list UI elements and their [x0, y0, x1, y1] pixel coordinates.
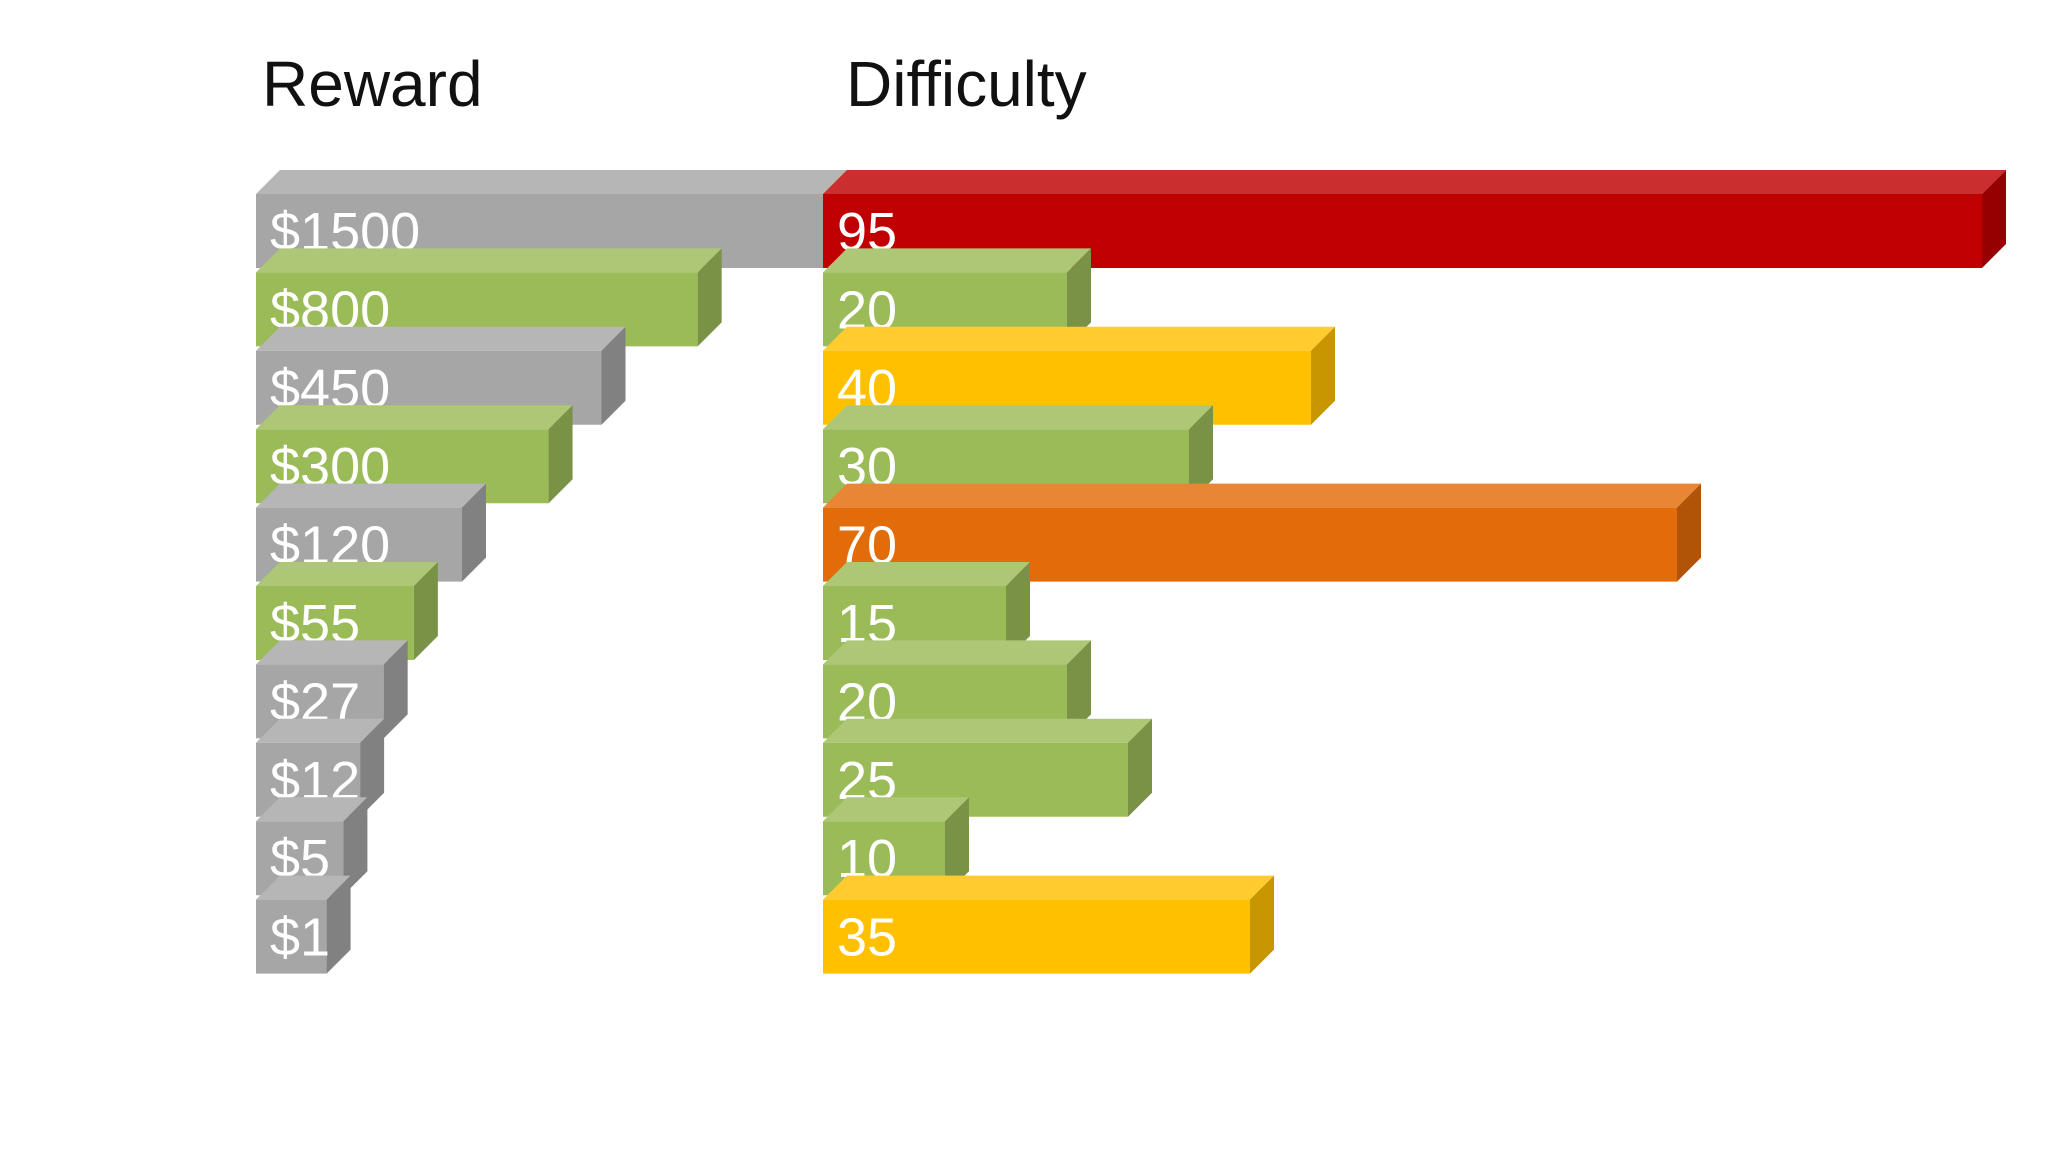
difficulty-bar-front	[823, 899, 1250, 974]
reward-bar-side	[697, 248, 722, 347]
reward-bar-top	[256, 405, 573, 430]
difficulty-bar-side	[1006, 562, 1030, 660]
reward-bar-top	[256, 483, 486, 508]
difficulty-bar-top	[823, 875, 1274, 900]
difficulty-bar: 35	[823, 875, 1274, 974]
difficulty-bar-side	[1311, 326, 1335, 425]
reward-bar-top	[256, 248, 722, 273]
reward-bar-side	[383, 640, 408, 739]
reward-chart-title: Reward	[262, 48, 483, 120]
reward-bar-top	[256, 170, 864, 194]
reward-bar-side	[360, 718, 385, 817]
difficulty-bar-top	[823, 326, 1335, 351]
reward-bar-side	[548, 405, 573, 504]
reward-bar: $1	[256, 875, 351, 974]
difficulty-bar-label: 35	[837, 908, 897, 968]
difficulty-bar-top	[823, 640, 1091, 665]
reward-bar-side	[601, 326, 626, 425]
reward-bar: $5	[256, 797, 368, 896]
difficulty-bar-side	[1189, 405, 1213, 504]
difficulty-bar-top	[823, 797, 969, 822]
reward-bar-top	[256, 562, 438, 586]
difficulty-bar-side	[1067, 248, 1091, 347]
reward-bar-top	[256, 875, 351, 900]
difficulty-bar-side	[1250, 875, 1274, 974]
difficulty-bar-side	[1982, 170, 2006, 268]
difficulty-bar-side	[1067, 640, 1091, 739]
reward-bars: $1500$800$450$300$120$55$27$12$5$1	[256, 170, 864, 974]
reward-bar-top	[256, 797, 368, 822]
difficulty-bar-top	[823, 483, 1701, 508]
reward-bar-label: $1	[270, 908, 330, 968]
difficulty-bar-top	[823, 170, 2006, 194]
reward-bar-top	[256, 640, 408, 665]
difficulty-bar-side	[1128, 718, 1152, 817]
difficulty-bar-top	[823, 405, 1213, 430]
reward-bar-side	[413, 562, 438, 660]
reward-bar-top	[256, 718, 385, 743]
difficulty-bar-side	[945, 797, 969, 896]
difficulty-bar: 70	[823, 483, 1701, 582]
reward-bar-side	[326, 875, 351, 974]
difficulty-chart-title: Difficulty	[846, 48, 1087, 120]
difficulty-bar-side	[1677, 483, 1701, 582]
difficulty-bar: 95	[823, 170, 2006, 268]
difficulty-bar-front	[823, 507, 1677, 582]
reward-bar-side	[343, 797, 368, 896]
difficulty-bar-top	[823, 718, 1152, 743]
difficulty-bar-front	[823, 194, 1982, 268]
difficulty-bar-top	[823, 562, 1030, 586]
reward-bar-side	[461, 483, 486, 582]
reward-bar-top	[256, 326, 626, 351]
difficulty-bar-top	[823, 248, 1091, 273]
reward-bar-front	[256, 899, 327, 974]
